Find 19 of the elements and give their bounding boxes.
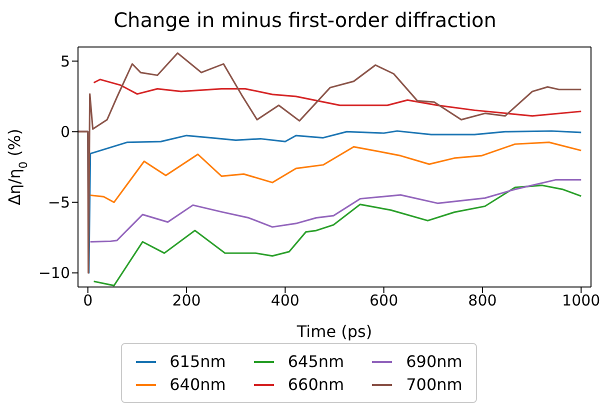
x-tick-label: 0 <box>83 292 93 310</box>
y-tick-label: −10 <box>38 264 70 282</box>
legend-label: 615nm <box>170 352 226 371</box>
legend-label: 690nm <box>406 352 462 371</box>
legend-label: 640nm <box>170 375 226 394</box>
x-axis-title: Time (ps) <box>296 322 372 341</box>
x-tick-label: 1000 <box>562 292 600 310</box>
y-tick-label: 0 <box>60 123 70 142</box>
y-tick-label: 5 <box>60 52 70 70</box>
chart-title: Change in minus first-order diffraction <box>112 7 498 34</box>
line-series <box>78 52 582 274</box>
x-tick-label: 800 <box>468 292 497 310</box>
x-tick-label: 200 <box>172 292 201 310</box>
y-tick-label: −5 <box>48 194 70 212</box>
legend-label: 700nm <box>406 375 462 394</box>
x-tick-label: 400 <box>270 292 300 310</box>
legend-label: 645nm <box>288 352 344 371</box>
x-tick-label: 600 <box>370 292 398 310</box>
legend-label: 660nm <box>288 375 344 394</box>
